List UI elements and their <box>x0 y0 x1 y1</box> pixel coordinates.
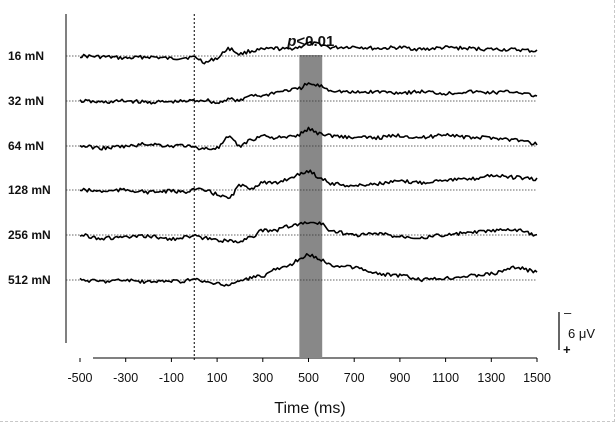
x-tick-label: 1100 <box>432 371 459 385</box>
x-tick-label: 1300 <box>477 371 505 385</box>
x-tick-label: 1500 <box>523 371 551 385</box>
trace-line <box>79 253 538 287</box>
x-tick-label: 100 <box>207 371 228 385</box>
x-tick-label: 300 <box>252 371 273 385</box>
x-axis-title: Time (ms) <box>274 400 345 417</box>
series-label: 16 mN <box>8 49 44 63</box>
series-labels: 16 mN 32 mN 64 mN 128 mN 256 mN 512 mN <box>8 49 51 287</box>
x-axis-ticks <box>79 358 538 362</box>
x-axis-tick-labels: -500 -300 -100 100 300 500 700 900 1100 1300 1500 <box>67 371 550 385</box>
scale-bar: – 6 μV + <box>558 305 595 357</box>
series-label: 32 mN <box>8 94 44 108</box>
scale-bar-label: 6 μV <box>568 326 595 341</box>
trace-line <box>79 126 538 151</box>
trace-line <box>79 221 538 244</box>
series-label: 64 mN <box>8 139 44 153</box>
x-tick-label: -500 <box>67 371 92 385</box>
significance-window <box>299 55 323 358</box>
traces <box>79 40 538 287</box>
x-tick-label: -100 <box>159 371 184 385</box>
scale-bar-negative: – <box>564 305 572 320</box>
scale-bar-positive: + <box>563 342 571 357</box>
x-tick-label: 700 <box>344 371 365 385</box>
trace-line <box>79 169 538 200</box>
x-tick-label: 900 <box>389 371 410 385</box>
series-label: 128 mN <box>8 183 51 197</box>
series-label: 256 mN <box>8 228 51 242</box>
x-tick-label: -300 <box>113 371 138 385</box>
series-label: 512 mN <box>8 273 51 287</box>
significance-p: p <box>286 33 296 50</box>
trace-line <box>79 40 538 65</box>
x-tick-label: 500 <box>298 371 319 385</box>
trace-line <box>79 82 538 105</box>
